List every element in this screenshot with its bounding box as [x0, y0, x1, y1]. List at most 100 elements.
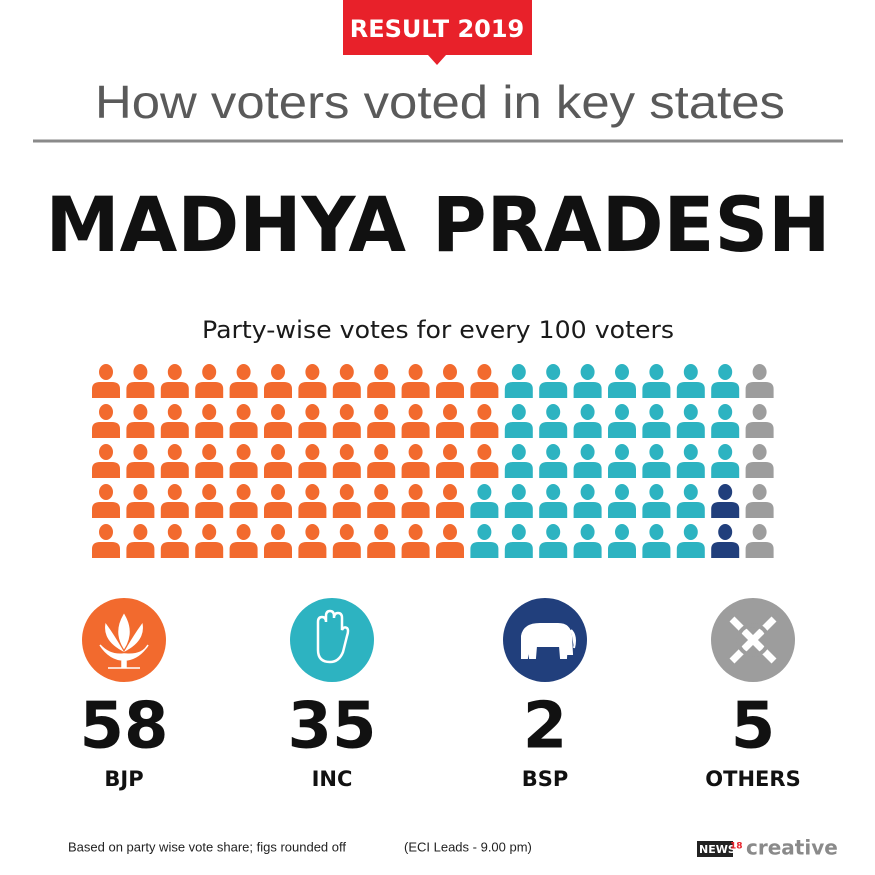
voter-icon	[676, 364, 705, 398]
voter-icon	[642, 444, 671, 478]
party-value: 2	[523, 690, 568, 764]
voter-icon	[470, 484, 499, 518]
voter-icon	[332, 524, 361, 558]
state-name: MADHYA PRADESH	[46, 180, 831, 269]
voter-icon	[608, 484, 636, 518]
voter-icon	[608, 444, 636, 478]
others-symbol	[711, 598, 795, 682]
voter-icon	[539, 484, 568, 518]
voter-icon	[401, 484, 430, 518]
voter-icon	[160, 524, 189, 558]
voter-icon	[745, 484, 774, 518]
voter-icon	[195, 364, 224, 398]
voter-icon	[436, 444, 464, 478]
voter-icon	[711, 524, 740, 558]
voter-icon	[264, 364, 292, 398]
voter-icon	[229, 444, 258, 478]
voter-icon	[298, 524, 327, 558]
voter-icon	[264, 484, 292, 518]
party-name: BJP	[104, 767, 143, 791]
party-name: OTHERS	[705, 767, 800, 791]
voter-icon	[92, 364, 120, 398]
voter-icon	[642, 484, 671, 518]
voter-icon	[126, 364, 155, 398]
party-value: 35	[287, 690, 376, 764]
party-symbols	[82, 598, 795, 682]
voter-icon	[92, 444, 120, 478]
voter-icon	[608, 524, 636, 558]
voter-icon	[160, 404, 189, 438]
voter-icon	[367, 364, 396, 398]
voter-icon	[298, 444, 327, 478]
voter-icon	[126, 444, 155, 478]
party-value: 5	[731, 690, 776, 764]
voter-icon	[436, 404, 464, 438]
voter-icon	[642, 524, 671, 558]
voter-icon	[573, 364, 602, 398]
voter-icon	[332, 444, 361, 478]
voter-icon	[539, 524, 568, 558]
voter-icon	[332, 484, 361, 518]
voter-icon	[92, 524, 120, 558]
voter-icon	[92, 484, 120, 518]
voter-icon	[126, 484, 155, 518]
subtitle: Party-wise votes for every 100 voters	[202, 316, 674, 344]
inc-symbol	[290, 598, 374, 682]
logo-tag: creative	[746, 836, 838, 860]
voter-icon	[504, 484, 533, 518]
voter-icon	[711, 484, 740, 518]
voter-icon	[367, 484, 396, 518]
voter-icon	[195, 444, 224, 478]
voter-icon	[470, 524, 499, 558]
voter-icon	[401, 364, 430, 398]
logo-brand: NEWS	[699, 843, 736, 856]
voter-icon	[264, 404, 292, 438]
voter-icon	[573, 524, 602, 558]
voter-icon	[745, 404, 774, 438]
voter-icon	[264, 524, 292, 558]
badge: RESULT 2019	[350, 15, 525, 43]
voter-icon	[711, 364, 740, 398]
voter-icon	[126, 404, 155, 438]
voter-icon	[642, 404, 671, 438]
voter-icon	[745, 444, 774, 478]
voter-icon	[160, 484, 189, 518]
voter-icon	[711, 444, 740, 478]
bsp-symbol	[503, 598, 587, 682]
legend: 58 BJP 35 INC 2 BSP 5 OTHERS	[79, 690, 800, 791]
voter-icon	[504, 524, 533, 558]
voter-icon	[160, 364, 189, 398]
voter-icon	[92, 404, 120, 438]
voter-icon	[401, 404, 430, 438]
voter-icon	[745, 524, 774, 558]
voter-icon	[367, 524, 396, 558]
voter-icon	[367, 404, 396, 438]
voter-icon	[539, 444, 568, 478]
voter-icon	[470, 444, 499, 478]
logo-box	[697, 841, 733, 857]
voter-icon	[229, 364, 258, 398]
bjp-symbol	[82, 598, 166, 682]
logo-number: 18	[730, 842, 743, 852]
party-name: INC	[312, 767, 353, 791]
voter-icon	[160, 444, 189, 478]
badge-pointer	[428, 55, 446, 65]
voter-icon	[504, 404, 533, 438]
voter-icon	[539, 364, 568, 398]
voter-icon	[298, 484, 327, 518]
voter-icon	[608, 404, 636, 438]
chart-title: How voters voted in key states	[95, 76, 785, 128]
party-value: 58	[79, 690, 168, 764]
voter-icon	[436, 524, 464, 558]
voter-icon	[470, 404, 499, 438]
voter-icon	[573, 404, 602, 438]
voter-icon	[229, 484, 258, 518]
voter-icon	[229, 524, 258, 558]
voter-icon	[642, 364, 671, 398]
footnote: Based on party wise vote share; figs rou…	[68, 839, 346, 854]
voter-icon	[745, 364, 774, 398]
voter-icon	[367, 444, 396, 478]
voter-icon	[539, 404, 568, 438]
